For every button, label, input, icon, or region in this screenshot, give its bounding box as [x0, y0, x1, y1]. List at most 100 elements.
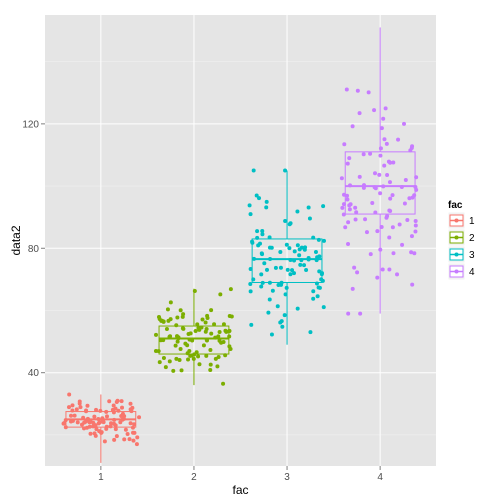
- data-point: [159, 318, 164, 323]
- data-point: [375, 229, 380, 234]
- data-point: [345, 197, 350, 202]
- legend-key-point: [454, 235, 459, 240]
- data-point: [223, 328, 228, 333]
- data-point: [217, 329, 222, 334]
- data-point: [216, 354, 221, 359]
- data-point: [221, 381, 226, 386]
- data-point: [259, 284, 264, 289]
- data-point: [396, 137, 401, 142]
- data-point: [355, 270, 360, 275]
- data-point: [69, 413, 74, 418]
- data-point: [227, 313, 232, 318]
- data-point: [111, 403, 116, 408]
- y-tick-label: 80: [28, 244, 40, 255]
- data-point: [97, 429, 102, 434]
- data-point: [163, 365, 168, 370]
- data-point: [120, 405, 125, 410]
- data-point: [92, 414, 97, 419]
- data-point: [131, 438, 136, 443]
- data-point: [378, 153, 383, 158]
- data-point: [171, 368, 176, 373]
- data-point: [227, 344, 232, 349]
- data-point: [313, 249, 318, 254]
- data-point: [409, 145, 414, 150]
- data-point: [248, 282, 253, 287]
- data-point: [342, 142, 347, 147]
- data-point: [290, 268, 295, 273]
- data-point: [119, 399, 124, 404]
- data-point: [200, 317, 205, 322]
- data-point: [248, 266, 253, 271]
- data-point: [402, 201, 407, 206]
- data-point: [108, 424, 113, 429]
- box: [158, 325, 230, 355]
- data-point: [409, 250, 414, 255]
- data-point: [319, 277, 324, 282]
- data-point: [373, 210, 378, 215]
- data-point: [197, 327, 202, 332]
- data-point: [251, 168, 256, 173]
- data-point: [278, 249, 283, 254]
- data-point: [175, 339, 180, 344]
- data-point: [75, 420, 80, 425]
- data-point: [270, 288, 275, 293]
- data-point: [203, 320, 208, 325]
- data-point: [248, 289, 253, 294]
- data-point: [353, 217, 358, 222]
- data-point: [264, 199, 269, 204]
- data-point: [260, 232, 265, 237]
- data-point: [410, 195, 415, 200]
- data-point: [321, 305, 326, 310]
- data-point: [292, 271, 296, 276]
- data-point: [130, 425, 135, 430]
- data-point: [221, 322, 226, 327]
- data-point: [177, 357, 182, 362]
- data-point: [205, 315, 210, 320]
- box: [344, 151, 416, 215]
- data-point: [186, 357, 191, 362]
- data-point: [278, 265, 283, 270]
- data-point: [213, 356, 218, 361]
- data-point: [295, 306, 300, 311]
- data-point: [137, 415, 142, 420]
- data-point: [116, 408, 121, 413]
- data-point: [370, 201, 375, 206]
- data-point: [317, 254, 322, 259]
- data-point: [321, 238, 326, 243]
- legend-title: fac: [448, 200, 463, 211]
- data-point: [390, 225, 395, 230]
- data-point: [255, 229, 260, 234]
- data-point: [212, 322, 217, 327]
- data-point: [180, 314, 185, 319]
- data-point: [355, 88, 360, 93]
- data-point: [267, 297, 272, 302]
- data-point: [259, 272, 264, 277]
- x-tick-label: 4: [377, 472, 383, 483]
- data-point: [382, 163, 387, 168]
- panel-background: [45, 15, 436, 466]
- data-point: [311, 289, 316, 294]
- data-point: [391, 251, 396, 256]
- data-point: [283, 218, 288, 223]
- data-point: [195, 322, 200, 327]
- data-point: [123, 427, 128, 432]
- data-point: [192, 288, 197, 293]
- data-point: [385, 173, 390, 178]
- data-point: [267, 235, 272, 240]
- data-point: [104, 426, 109, 431]
- data-point: [302, 263, 307, 268]
- data-point: [175, 334, 180, 339]
- data-point: [61, 421, 66, 426]
- data-point: [102, 439, 107, 444]
- data-point: [74, 407, 79, 412]
- data-point: [156, 314, 161, 319]
- data-point: [388, 160, 393, 165]
- data-point: [128, 421, 133, 426]
- data-point: [387, 235, 392, 240]
- data-point: [350, 286, 355, 291]
- data-point: [377, 172, 382, 177]
- data-point: [282, 313, 287, 318]
- data-point: [346, 311, 351, 316]
- data-point: [164, 326, 169, 331]
- data-point: [321, 204, 326, 209]
